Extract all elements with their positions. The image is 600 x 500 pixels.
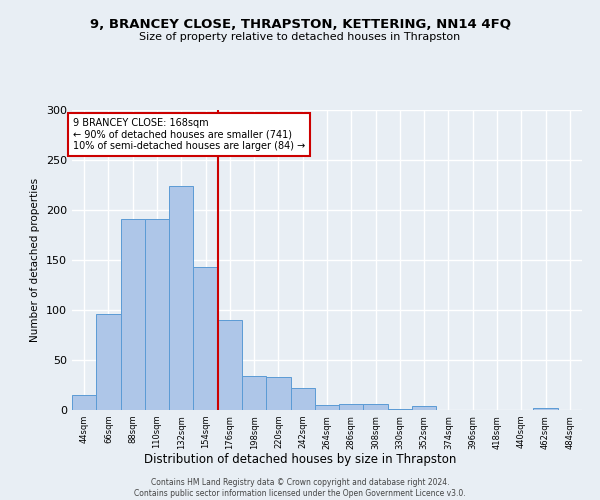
Bar (193, 267, 218, 410)
Bar (364, 404, 388, 410)
Text: Size of property relative to detached houses in Thrapston: Size of property relative to detached ho… (139, 32, 461, 42)
Y-axis label: Number of detached properties: Number of detached properties (31, 178, 40, 342)
Bar (339, 404, 364, 410)
Text: Contains HM Land Registry data © Crown copyright and database right 2024.
Contai: Contains HM Land Registry data © Crown c… (134, 478, 466, 498)
Bar (388, 409, 412, 410)
Bar (533, 408, 558, 410)
Text: Distribution of detached houses by size in Thrapston: Distribution of detached houses by size … (144, 452, 456, 466)
Bar (121, 219, 145, 410)
Bar (242, 376, 266, 410)
Bar (412, 406, 436, 410)
Bar (218, 320, 242, 410)
Bar (290, 388, 315, 410)
Bar (72, 395, 96, 410)
Text: 9 BRANCEY CLOSE: 168sqm
← 90% of detached houses are smaller (741)
10% of semi-d: 9 BRANCEY CLOSE: 168sqm ← 90% of detache… (73, 118, 305, 151)
Bar (145, 219, 169, 410)
Bar (266, 377, 290, 410)
Bar (169, 186, 193, 410)
Bar (96, 314, 121, 410)
Text: 9, BRANCEY CLOSE, THRAPSTON, KETTERING, NN14 4FQ: 9, BRANCEY CLOSE, THRAPSTON, KETTERING, … (89, 18, 511, 30)
Bar (315, 405, 339, 410)
